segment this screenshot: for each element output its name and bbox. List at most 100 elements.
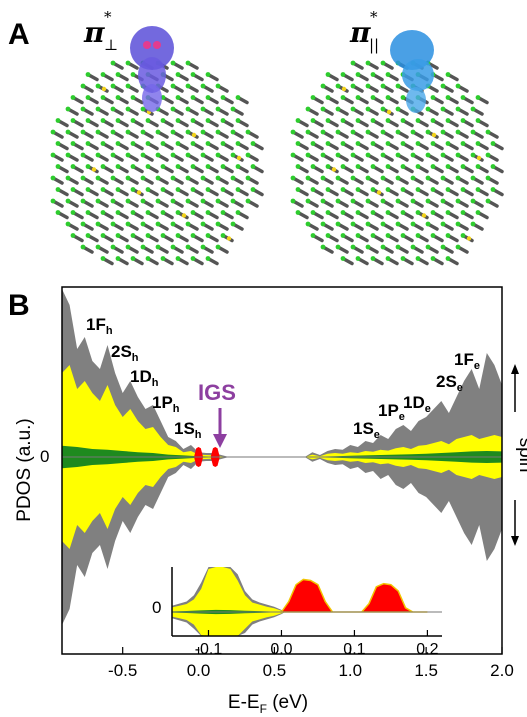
atom-mark bbox=[385, 187, 391, 192]
atom-mark bbox=[400, 95, 406, 100]
atom-mark bbox=[80, 152, 86, 158]
atom-mark bbox=[245, 175, 251, 181]
atom-mark bbox=[430, 256, 436, 261]
atom-mark bbox=[170, 83, 176, 89]
atom-mark bbox=[115, 210, 121, 215]
x-tick-label: -0.5 bbox=[108, 661, 137, 680]
atom-mark bbox=[305, 198, 311, 204]
y-axis-title: PDOS (a.u.) bbox=[14, 418, 35, 521]
atom-mark bbox=[470, 221, 476, 227]
atom-mark bbox=[70, 95, 76, 100]
atom-mark bbox=[110, 83, 116, 89]
atom-mark bbox=[455, 175, 461, 181]
atom-mark bbox=[340, 210, 346, 215]
state-label-2sh: 2Sh bbox=[111, 342, 139, 364]
panel-b-letter: B bbox=[8, 289, 30, 322]
atom-mark bbox=[160, 118, 166, 123]
atom-mark bbox=[190, 118, 196, 123]
igs-annotation: IGS bbox=[198, 380, 236, 448]
atom-mark bbox=[460, 210, 466, 215]
atom-mark bbox=[170, 106, 176, 112]
atom-mark bbox=[220, 233, 226, 238]
atom-mark bbox=[335, 221, 341, 227]
atom-mark bbox=[190, 187, 196, 192]
atom-mark bbox=[85, 141, 91, 146]
atom-mark bbox=[395, 175, 401, 181]
atom-mark bbox=[235, 95, 241, 100]
atom-mark bbox=[230, 198, 236, 204]
pi-perp-label: π * ⊥ bbox=[83, 8, 118, 54]
atom-mark bbox=[155, 244, 161, 250]
atom-mark bbox=[205, 256, 211, 261]
atom-mark bbox=[95, 221, 101, 227]
atom-mark bbox=[320, 221, 326, 227]
atom-mark bbox=[250, 187, 256, 192]
dopant-atom-mark bbox=[431, 132, 437, 138]
atom-mark bbox=[485, 129, 491, 135]
atom-mark bbox=[55, 187, 61, 192]
dopant-atom-mark bbox=[476, 155, 482, 161]
atom-mark bbox=[85, 187, 91, 192]
atom-mark bbox=[425, 244, 431, 250]
atom-mark bbox=[70, 164, 76, 169]
atom-mark bbox=[175, 95, 181, 100]
atom-mark bbox=[340, 164, 346, 169]
atom-mark bbox=[100, 233, 106, 238]
atom-mark bbox=[440, 221, 446, 227]
atom-mark bbox=[80, 175, 86, 181]
atom-mark bbox=[485, 198, 491, 204]
spin-label: spin bbox=[515, 438, 527, 473]
atom-mark bbox=[115, 233, 121, 238]
atom-mark bbox=[475, 187, 481, 192]
atom-mark bbox=[110, 198, 116, 204]
atom-mark bbox=[335, 198, 341, 204]
atom-mark bbox=[245, 152, 251, 158]
atom-mark bbox=[415, 210, 421, 215]
atom-mark bbox=[230, 221, 236, 227]
atom-mark bbox=[115, 164, 121, 169]
atom-mark bbox=[200, 221, 206, 227]
atom-mark bbox=[125, 221, 131, 227]
atom-mark bbox=[440, 106, 446, 112]
atom-mark bbox=[200, 129, 206, 135]
atom-mark bbox=[425, 175, 431, 181]
atom-mark bbox=[485, 175, 491, 181]
atom-mark bbox=[130, 72, 136, 77]
atom-mark bbox=[205, 95, 211, 100]
atom-mark bbox=[410, 175, 416, 181]
atom-mark bbox=[205, 210, 211, 215]
atom-mark bbox=[310, 95, 316, 100]
atom-mark bbox=[50, 175, 56, 181]
atom-mark bbox=[115, 141, 121, 146]
atom-mark bbox=[65, 106, 71, 112]
atom-mark bbox=[445, 256, 451, 261]
atom-mark bbox=[130, 256, 136, 261]
atom-mark bbox=[305, 129, 311, 135]
atom-mark bbox=[445, 141, 451, 146]
atom-mark bbox=[325, 210, 331, 215]
atom-mark bbox=[440, 83, 446, 89]
atom-mark bbox=[455, 152, 461, 158]
atom-mark bbox=[145, 118, 151, 123]
main-plot-frame bbox=[61, 286, 503, 655]
pi-parallel-symbol: π bbox=[349, 16, 371, 49]
atom-mark bbox=[385, 72, 391, 77]
atom-mark bbox=[470, 152, 476, 158]
atom-mark bbox=[310, 210, 316, 215]
atom-mark bbox=[160, 141, 166, 146]
atom-mark bbox=[470, 198, 476, 204]
atom-mark bbox=[355, 256, 361, 261]
state-label-1fh: 1Fh bbox=[86, 315, 113, 337]
dopant-atom-mark bbox=[91, 167, 97, 172]
atom-mark bbox=[340, 256, 346, 261]
atom-mark bbox=[100, 256, 106, 261]
atom-mark bbox=[430, 187, 436, 192]
atom-mark bbox=[350, 198, 356, 204]
atom-mark bbox=[175, 141, 181, 146]
atom-mark bbox=[455, 83, 461, 89]
atom-mark bbox=[125, 152, 131, 158]
atom-mark bbox=[425, 198, 431, 204]
dopant-atom-mark bbox=[236, 155, 242, 161]
atom-mark bbox=[115, 72, 121, 77]
atom-mark bbox=[325, 187, 331, 192]
